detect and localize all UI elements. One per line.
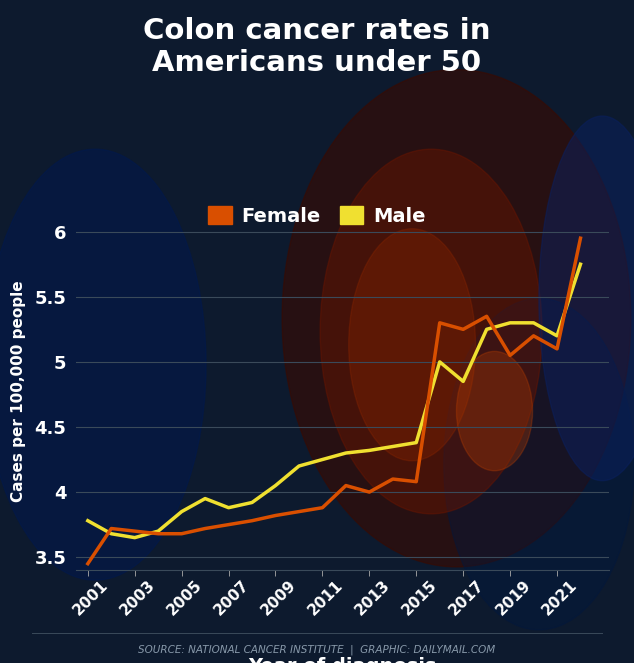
Ellipse shape (456, 351, 533, 471)
Ellipse shape (320, 149, 542, 514)
Text: Colon cancer rates in
Americans under 50: Colon cancer rates in Americans under 50 (143, 17, 491, 77)
Ellipse shape (349, 229, 476, 461)
Ellipse shape (444, 298, 634, 630)
Legend: Female, Male: Female, Male (200, 199, 434, 233)
Ellipse shape (0, 149, 206, 580)
Text: SOURCE: NATIONAL CANCER INSTITUTE  |  GRAPHIC: DAILYMAIL.COM: SOURCE: NATIONAL CANCER INSTITUTE | GRAP… (138, 644, 496, 655)
X-axis label: Year of diagnosis: Year of diagnosis (248, 657, 437, 663)
Ellipse shape (282, 70, 631, 567)
Ellipse shape (539, 116, 634, 481)
Y-axis label: Cases per 100,000 people: Cases per 100,000 people (11, 280, 26, 502)
